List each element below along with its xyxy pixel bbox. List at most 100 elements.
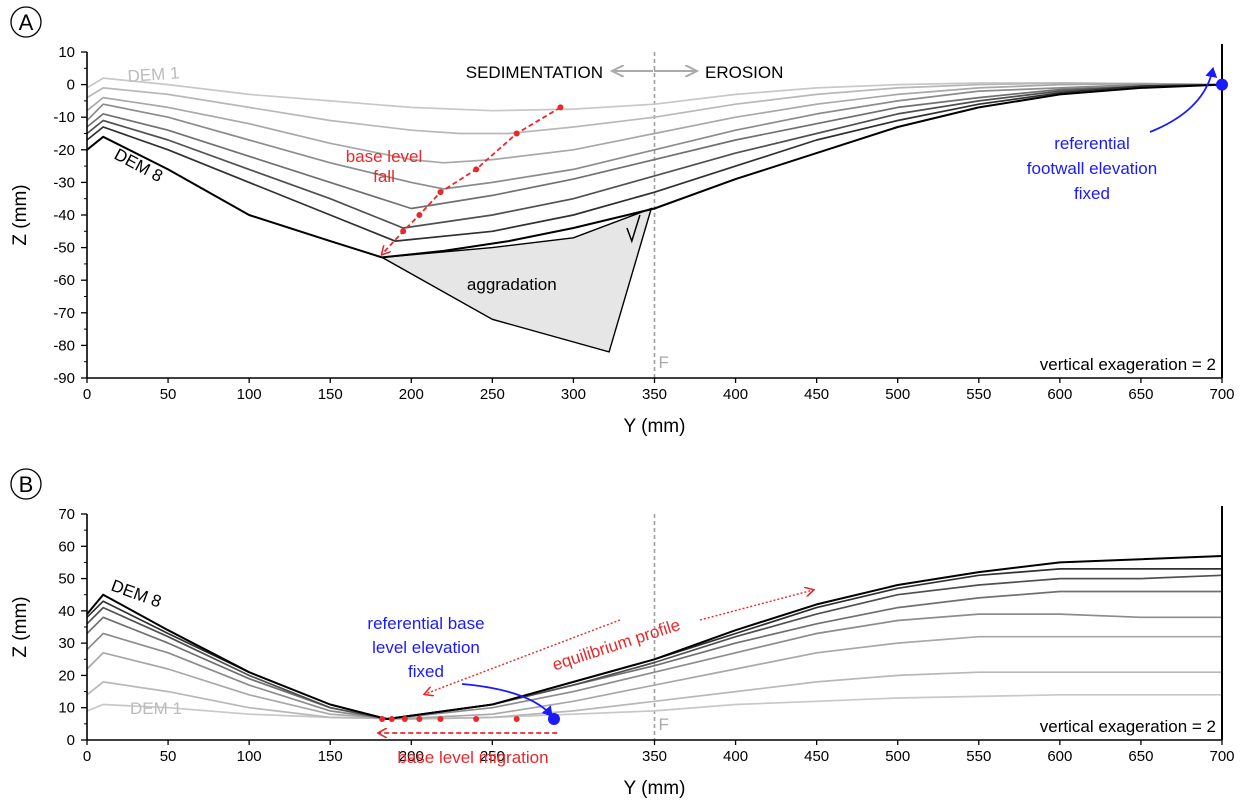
x-tick-label-A: 500 (885, 386, 910, 403)
base-level-point-B (513, 716, 520, 723)
x-tick-label-A: 400 (723, 386, 748, 403)
series-line-A-6 (86, 83, 1223, 229)
y-tick-label-A: -50 (53, 240, 75, 257)
x-tick-label-B: 450 (804, 748, 829, 765)
y-tick-label-A: -20 (53, 142, 75, 159)
base-level-point-B (473, 716, 480, 723)
normal-fault-tick (626, 214, 641, 244)
equilibrium-arrow-right (699, 590, 813, 621)
base-level-point-A (557, 104, 564, 111)
referential-arrow-B (461, 683, 553, 717)
x-tick-label-A: 650 (1128, 386, 1153, 403)
equilibrium-arrow-left (425, 619, 621, 694)
x-tick-label-A: 50 (160, 386, 177, 403)
base-level-point-A (437, 189, 444, 196)
x-tick-label-A: 350 (642, 386, 667, 403)
y-tick-label-B: 40 (58, 603, 75, 620)
sedimentation-label: SEDIMENTATION (466, 63, 603, 82)
y-tick-label-A: -30 (53, 174, 75, 191)
dem1-label-B: DEM 1 (130, 699, 182, 718)
y-tick-label-A: -70 (53, 305, 75, 322)
x-tick-label-B: 400 (723, 748, 748, 765)
y-tick-label-B: 30 (58, 635, 75, 652)
y-tick-label-B: 0 (67, 732, 75, 749)
fault-label-B: F (659, 715, 669, 734)
x-tick-label-A: 300 (561, 386, 586, 403)
series-line-B-2 (86, 671, 1222, 720)
x-tick-label-A: 100 (237, 386, 262, 403)
x-tick-label-B: 200 (399, 748, 424, 765)
x-tick-label-A: 450 (804, 386, 829, 403)
vertical-exaggeration-label-A: vertical exageration = 2 (1040, 355, 1216, 374)
aggradation-label: aggradation (467, 275, 557, 294)
vertical-exaggeration-label-B: vertical exageration = 2 (1040, 717, 1216, 736)
series-line-B-4 (86, 613, 1222, 720)
base-level-point-A (473, 166, 480, 173)
y-tick-label-B: 50 (58, 571, 75, 588)
referential-arrow-A (1149, 67, 1218, 133)
base-level-point-A (400, 228, 407, 235)
base-level-migration-label: base level migration (397, 748, 548, 767)
fixed-point-A (1216, 78, 1228, 91)
series-line-B-5 (86, 590, 1222, 720)
x-tick-label-B: 50 (160, 748, 177, 765)
base-level-fall-label-line1: base level (346, 147, 423, 166)
x-tick-label-B: 600 (1047, 748, 1072, 765)
base-level-point-B (379, 716, 386, 723)
x-axis-label-A: Y (mm) (624, 416, 686, 437)
series-line-A-5 (86, 83, 1223, 210)
y-tick-label-A: 0 (67, 77, 75, 94)
x-tick-label-B: 250 (480, 748, 505, 765)
y-tick-label-A: -10 (53, 109, 75, 126)
base-level-point-B (388, 716, 395, 723)
base-level-point-B (437, 716, 444, 723)
referential-label-line3-B: fixed (408, 662, 444, 681)
series-line-B-1 (86, 693, 1222, 720)
x-tick-label-B: 550 (966, 748, 991, 765)
base-level-point-B (401, 716, 408, 723)
x-tick-label-A: 0 (83, 386, 91, 403)
dem8-label-A: DEM 8 (111, 145, 166, 186)
y-tick-label-B: 20 (58, 667, 75, 684)
series-line-A-2 (86, 82, 1223, 135)
referential-label-line2-B: level elevation (372, 638, 480, 657)
y-tick-label-A: -80 (53, 337, 75, 354)
base-level-point-B (416, 716, 423, 723)
referential-label-line1-A: referential (1054, 134, 1130, 153)
referential-label-line2-A: footwall elevation (1027, 159, 1157, 178)
referential-label-line1-B: referential base (367, 614, 484, 633)
y-tick-label-A: -60 (53, 272, 75, 289)
dem1-label-A: DEM 1 (127, 63, 180, 86)
y-axis-label-B: Z (mm) (10, 596, 31, 657)
series-line-A-8 (86, 83, 1223, 259)
x-tick-label-A: 250 (480, 386, 505, 403)
x-tick-label-A: 700 (1209, 386, 1234, 403)
panel-label-B: B (19, 472, 34, 497)
panel-label-circle-B (10, 468, 42, 500)
x-tick-label-B: 500 (885, 748, 910, 765)
series-line-A-3 (86, 82, 1223, 164)
referential-label-line3-A: fixed (1074, 184, 1110, 203)
x-tick-label-A: 550 (966, 386, 991, 403)
panel-label-circle-A (10, 6, 42, 38)
series-line-B-3 (86, 635, 1222, 720)
y-tick-label-A: -90 (53, 370, 75, 387)
y-tick-label-B: 10 (58, 700, 75, 717)
x-tick-label-B: 0 (83, 748, 91, 765)
equilibrium-profile-label: equilibrium profile (550, 615, 683, 674)
series-line-B-8 (86, 555, 1223, 720)
x-tick-label-A: 200 (399, 386, 424, 403)
x-tick-label-B: 650 (1128, 748, 1153, 765)
x-tick-label-B: 100 (237, 748, 262, 765)
base-level-point-A (416, 212, 423, 218)
x-tick-label-B: 350 (642, 748, 667, 765)
series-line-A-7 (86, 83, 1223, 242)
panel-label-A: A (19, 10, 34, 35)
base-level-point-A (513, 130, 520, 137)
x-tick-label-A: 150 (318, 386, 343, 403)
series-line-A-4 (86, 83, 1222, 190)
dem8-label-B: DEM 8 (109, 576, 164, 612)
x-tick-label-B: 150 (318, 748, 343, 765)
